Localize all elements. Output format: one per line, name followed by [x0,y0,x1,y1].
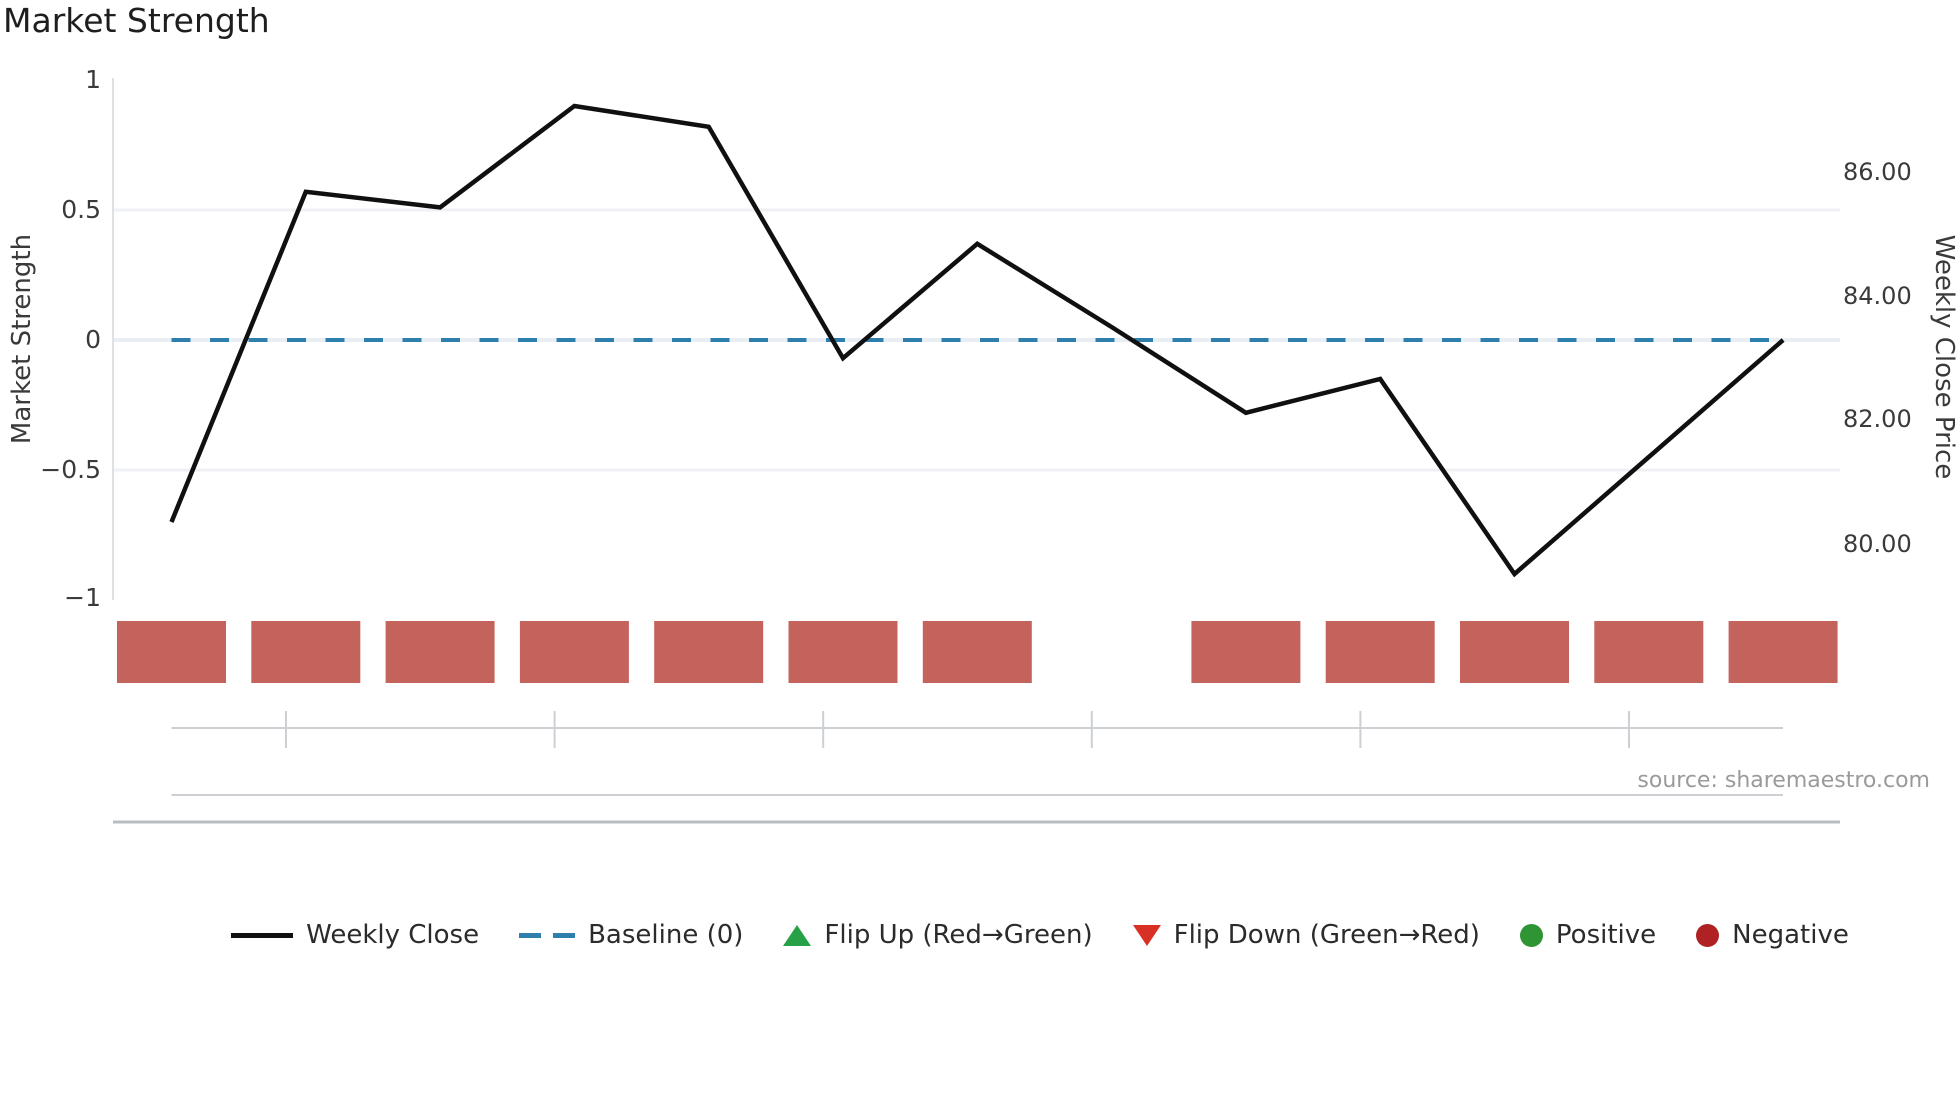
legend-item-flip-up: Flip Up (Red→Green) [783,920,1093,950]
chart-title: Market Strength [3,1,270,40]
left-axis-tick-0p5: 0.5 [61,195,101,224]
left-axis-title: Market Strength [7,233,37,445]
up-triangle-icon [783,924,812,946]
chart-legend: Weekly Close Baseline (0) Flip Up (Red→G… [120,920,1960,950]
legend-label: Baseline (0) [588,920,744,950]
legend-label: Weekly Close [306,920,480,950]
right-axis-tick-82: 82.00 [1843,405,1912,433]
black-line-swatch-icon [231,932,294,938]
legend-label: Flip Down (Green→Red) [1173,920,1480,950]
green-circle-icon [1519,923,1543,947]
legend-label: Positive [1555,920,1657,950]
left-axis-tick-1: 1 [85,65,101,94]
left-axis-tick-0: 0 [85,325,101,354]
right-axis-tick-80: 80.00 [1843,530,1912,558]
right-axis-title: Weekly Close Price [1929,234,1959,480]
down-triangle-icon [1132,924,1161,946]
legend-item-weekly-close: Weekly Close [231,920,479,950]
right-axis-tick-84: 84.00 [1843,282,1912,310]
left-axis-tick-m1: −1 [64,583,101,612]
dark-red-circle-icon [1696,923,1720,947]
legend-item-negative: Negative [1696,920,1849,950]
legend-item-baseline: Baseline (0) [519,920,743,950]
left-axis-tick-m0p5: −0.5 [40,455,101,484]
legend-item-positive: Positive [1519,920,1657,950]
dashed-line-swatch-icon [519,932,576,938]
right-axis-tick-86: 86.00 [1843,158,1912,186]
legend-label: Flip Up (Red→Green) [824,920,1093,950]
legend-item-flip-down: Flip Down (Green→Red) [1132,920,1480,950]
legend-label: Negative [1732,920,1849,950]
source-attribution: source: sharemaestro.com [1637,768,1930,793]
